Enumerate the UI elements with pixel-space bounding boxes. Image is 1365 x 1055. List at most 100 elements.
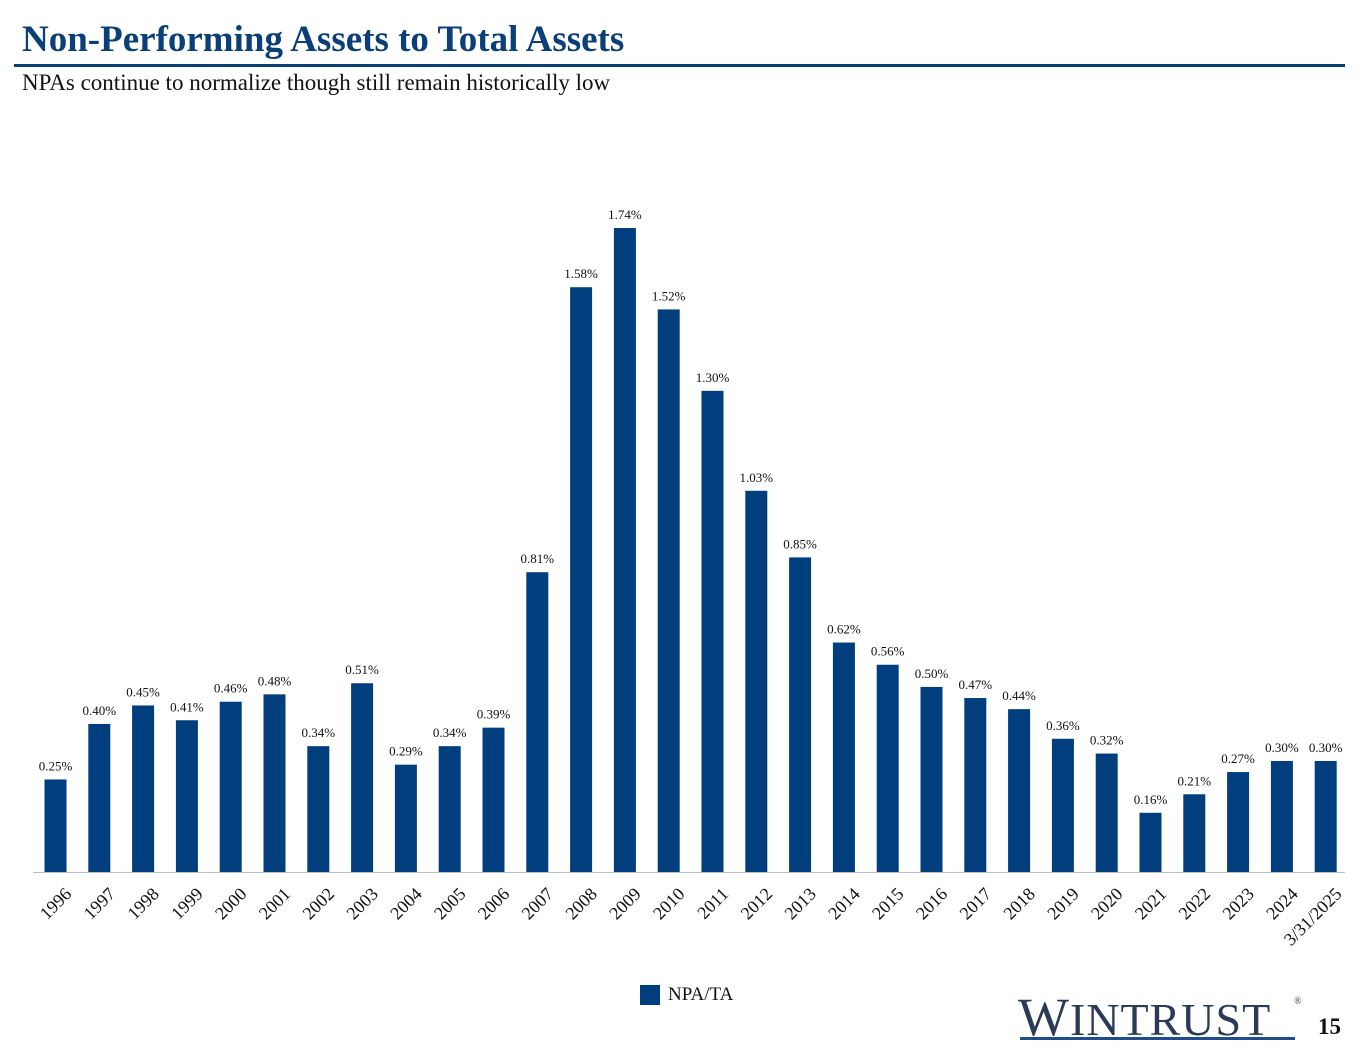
bar-2017 (964, 698, 987, 872)
bar-2000 (219, 701, 242, 872)
data-label-2000: 0.46% (214, 681, 248, 696)
data-label-2005: 0.34% (433, 725, 467, 740)
bar-2021 (1139, 812, 1162, 872)
data-label-2001: 0.48% (258, 673, 292, 688)
data-label-2008: 1.58% (564, 266, 598, 281)
bar-2020 (1095, 753, 1118, 872)
x-tick-label-2022: 2022 (1175, 884, 1215, 924)
bar-2012 (745, 490, 768, 872)
data-label-2024: 0.30% (1265, 740, 1299, 755)
data-label-2020: 0.32% (1090, 733, 1124, 748)
registered-mark: ® (1294, 996, 1302, 1007)
npa-bar-chart: 0.25% 1996 0.40% 1997 0.45% 1998 0.41% 1999 0.46… (33, 207, 1346, 950)
bar-2004 (394, 764, 417, 872)
data-label-1996: 0.25% (39, 758, 73, 773)
data-label-2023: 0.27% (1221, 751, 1255, 766)
x-tick-label-2011: 2011 (693, 884, 732, 923)
data-label-2016: 0.50% (915, 666, 949, 681)
x-tick-label-2019: 2019 (1043, 884, 1083, 924)
bar-2022 (1183, 794, 1206, 872)
wintrust-logo: WINTRUST (1018, 987, 1272, 1047)
title-divider (14, 64, 1345, 67)
data-label-1997: 0.40% (83, 703, 117, 718)
x-tick-label-2005: 2005 (430, 884, 470, 924)
x-tick-label-2010: 2010 (649, 884, 689, 924)
data-label-2021: 0.16% (1134, 792, 1168, 807)
data-label-2003: 0.51% (345, 662, 379, 677)
x-tick-label-2015: 2015 (868, 884, 908, 924)
x-tick-label-2013: 2013 (780, 884, 820, 924)
x-tick-label-2003: 2003 (342, 884, 382, 924)
bar-2023 (1227, 772, 1250, 872)
data-label-2010: 1.52% (652, 288, 686, 303)
page-subtitle: NPAs continue to normalize though still … (22, 70, 611, 95)
x-tick-label-2000: 2000 (211, 884, 251, 924)
legend-label: NPA/TA (668, 984, 734, 1005)
bar-2018 (1008, 709, 1031, 872)
bar-1999 (175, 720, 198, 872)
logo-underline (1020, 1037, 1295, 1040)
bar-1997 (88, 723, 111, 872)
bar-2002 (307, 746, 330, 872)
data-label-2009: 1.74% (608, 207, 642, 222)
x-tick-label-2017: 2017 (956, 884, 996, 924)
data-label-2004: 0.29% (389, 744, 423, 759)
bar-2003 (351, 683, 374, 872)
bar-1996 (44, 779, 67, 872)
data-label-3/31/2025: 0.30% (1309, 740, 1343, 755)
data-label-2012: 1.03% (740, 470, 774, 485)
bar-2011 (701, 390, 724, 872)
x-tick-label-2008: 2008 (561, 884, 601, 924)
x-tick-label-2002: 2002 (299, 884, 339, 924)
x-tick-label-1999: 1999 (167, 884, 207, 924)
bar-3/31/2025 (1314, 760, 1337, 872)
chart-legend: NPA/TA (640, 984, 733, 1006)
data-label-2002: 0.34% (302, 725, 336, 740)
x-tick-label-2024: 2024 (1262, 884, 1302, 924)
x-tick-label-2012: 2012 (737, 884, 777, 924)
bar-2006 (482, 727, 505, 872)
data-label-2022: 0.21% (1178, 773, 1212, 788)
data-label-2011: 1.30% (696, 370, 730, 385)
bar-2016 (920, 686, 943, 872)
x-tick-label-2007: 2007 (518, 884, 558, 924)
data-label-2015: 0.56% (871, 644, 905, 659)
data-label-2019: 0.36% (1046, 718, 1080, 733)
x-tick-label-2018: 2018 (999, 884, 1039, 924)
bar-2015 (876, 664, 899, 872)
data-label-2018: 0.44% (1002, 688, 1036, 703)
page-title: Non-Performing Assets to Total Assets (22, 19, 625, 60)
x-tick-label-2016: 2016 (912, 884, 952, 924)
data-label-2014: 0.62% (827, 622, 861, 637)
x-tick-label-2014: 2014 (824, 884, 864, 924)
page-number: 15 (1318, 1014, 1341, 1039)
data-label-1999: 0.41% (170, 699, 204, 714)
data-label-1998: 0.45% (126, 684, 160, 699)
bar-1998 (132, 705, 155, 872)
x-tick-label-2023: 2023 (1218, 884, 1258, 924)
data-label-2013: 0.85% (783, 536, 817, 551)
data-label-2007: 0.81% (521, 551, 555, 566)
x-tick-label-2001: 2001 (255, 884, 295, 924)
bar-2001 (263, 694, 286, 872)
x-tick-label-2020: 2020 (1087, 884, 1127, 924)
x-tick-label-1998: 1998 (123, 884, 163, 924)
x-tick-label-1997: 1997 (80, 884, 120, 924)
x-tick-label-2006: 2006 (474, 884, 514, 924)
bar-2007 (526, 572, 549, 872)
bar-2005 (438, 746, 461, 872)
x-tick-label-2009: 2009 (605, 884, 645, 924)
data-label-2006: 0.39% (477, 707, 511, 722)
x-tick-label-1996: 1996 (36, 884, 76, 924)
bar-2009 (613, 228, 636, 872)
x-tick-label-2021: 2021 (1131, 884, 1171, 924)
bar-2014 (832, 642, 855, 872)
bar-2019 (1051, 738, 1074, 872)
x-tick-label-2004: 2004 (386, 884, 426, 924)
legend-swatch (640, 985, 660, 1005)
bar-2010 (657, 309, 680, 872)
bar-2013 (789, 557, 812, 872)
bar-2024 (1270, 760, 1293, 872)
data-label-2017: 0.47% (959, 677, 993, 692)
bar-2008 (570, 287, 593, 872)
